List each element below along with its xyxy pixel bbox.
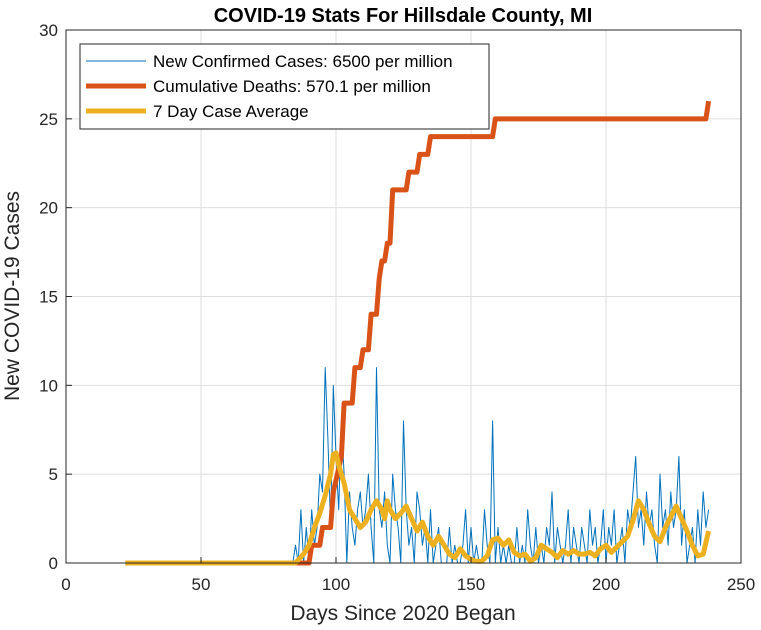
series-layer [125,100,712,566]
y-tick-label: 25 [39,110,58,129]
ticks: 0 50 100 150 200 250 0 5 10 15 20 25 30 [39,21,755,594]
x-tick-label: 150 [457,575,485,594]
chart-title: COVID-19 Stats For Hillsdale County, MI [214,5,593,27]
series-line-3 [125,450,712,566]
x-tick-label: 0 [61,575,70,594]
legend-label: Cumulative Deaths: 570.1 per million [153,77,431,96]
legend-label: 7 Day Case Average [153,102,309,121]
x-tick-label: 200 [592,575,620,594]
x-tick-label: 100 [322,575,350,594]
legend-box [79,43,490,130]
y-tick-label: 30 [39,21,58,40]
x-tick-label: 250 [727,575,755,594]
legend: New Confirmed Cases: 6500 per million Cum… [79,43,490,130]
y-axis-label: New COVID-19 Cases [1,191,24,401]
x-tick-label: 50 [192,575,211,594]
y-tick-label: 5 [49,465,58,484]
legend-label: New Confirmed Cases: 6500 per million [153,52,453,71]
y-tick-label: 0 [49,554,58,573]
series-line-1 [125,367,710,564]
y-tick-label: 10 [39,376,58,395]
x-axis-label: Days Since 2020 Began [290,602,515,625]
y-tick-label: 15 [39,288,58,307]
y-tick-label: 20 [39,199,58,218]
series-line-2 [125,100,712,566]
